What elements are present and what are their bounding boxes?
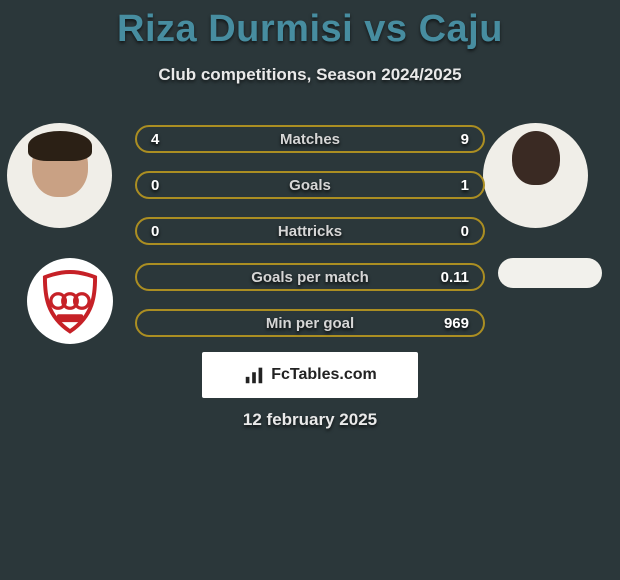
shield-icon bbox=[37, 268, 103, 334]
bar-chart-icon bbox=[243, 364, 265, 386]
date-label: 12 february 2025 bbox=[243, 410, 377, 430]
team-left-badge bbox=[27, 258, 113, 344]
stat-right-value: 9 bbox=[433, 131, 469, 148]
player-right-avatar bbox=[483, 123, 588, 228]
stat-row-hattricks: 0 Hattricks 0 bbox=[135, 217, 485, 245]
page-subtitle: Club competitions, Season 2024/2025 bbox=[0, 65, 620, 85]
brand-label: FcTables.com bbox=[271, 366, 377, 384]
stat-label: Hattricks bbox=[187, 223, 433, 240]
stat-row-matches: 4 Matches 9 bbox=[135, 125, 485, 153]
stat-label: Goals per match bbox=[187, 269, 433, 286]
stat-right-value: 1 bbox=[433, 177, 469, 194]
stat-right-value: 0.11 bbox=[433, 269, 469, 286]
stat-row-min-per-goal: Min per goal 969 bbox=[135, 309, 485, 337]
stat-left-value: 0 bbox=[151, 223, 187, 240]
stat-row-goals-per-match: Goals per match 0.11 bbox=[135, 263, 485, 291]
stat-label: Min per goal bbox=[187, 315, 433, 332]
brand-box: FcTables.com bbox=[202, 352, 418, 398]
stat-right-value: 969 bbox=[433, 315, 469, 332]
page-title: Riza Durmisi vs Caju bbox=[0, 0, 620, 51]
stat-left-value: 4 bbox=[151, 131, 187, 148]
stat-row-goals: 0 Goals 1 bbox=[135, 171, 485, 199]
stat-left-value: 0 bbox=[151, 177, 187, 194]
stat-label: Goals bbox=[187, 177, 433, 194]
stat-right-value: 0 bbox=[433, 223, 469, 240]
team-right-badge bbox=[498, 258, 602, 288]
stat-label: Matches bbox=[187, 131, 433, 148]
stats-table: 4 Matches 9 0 Goals 1 0 Hattricks 0 Goal… bbox=[135, 125, 485, 355]
player-left-avatar bbox=[7, 123, 112, 228]
